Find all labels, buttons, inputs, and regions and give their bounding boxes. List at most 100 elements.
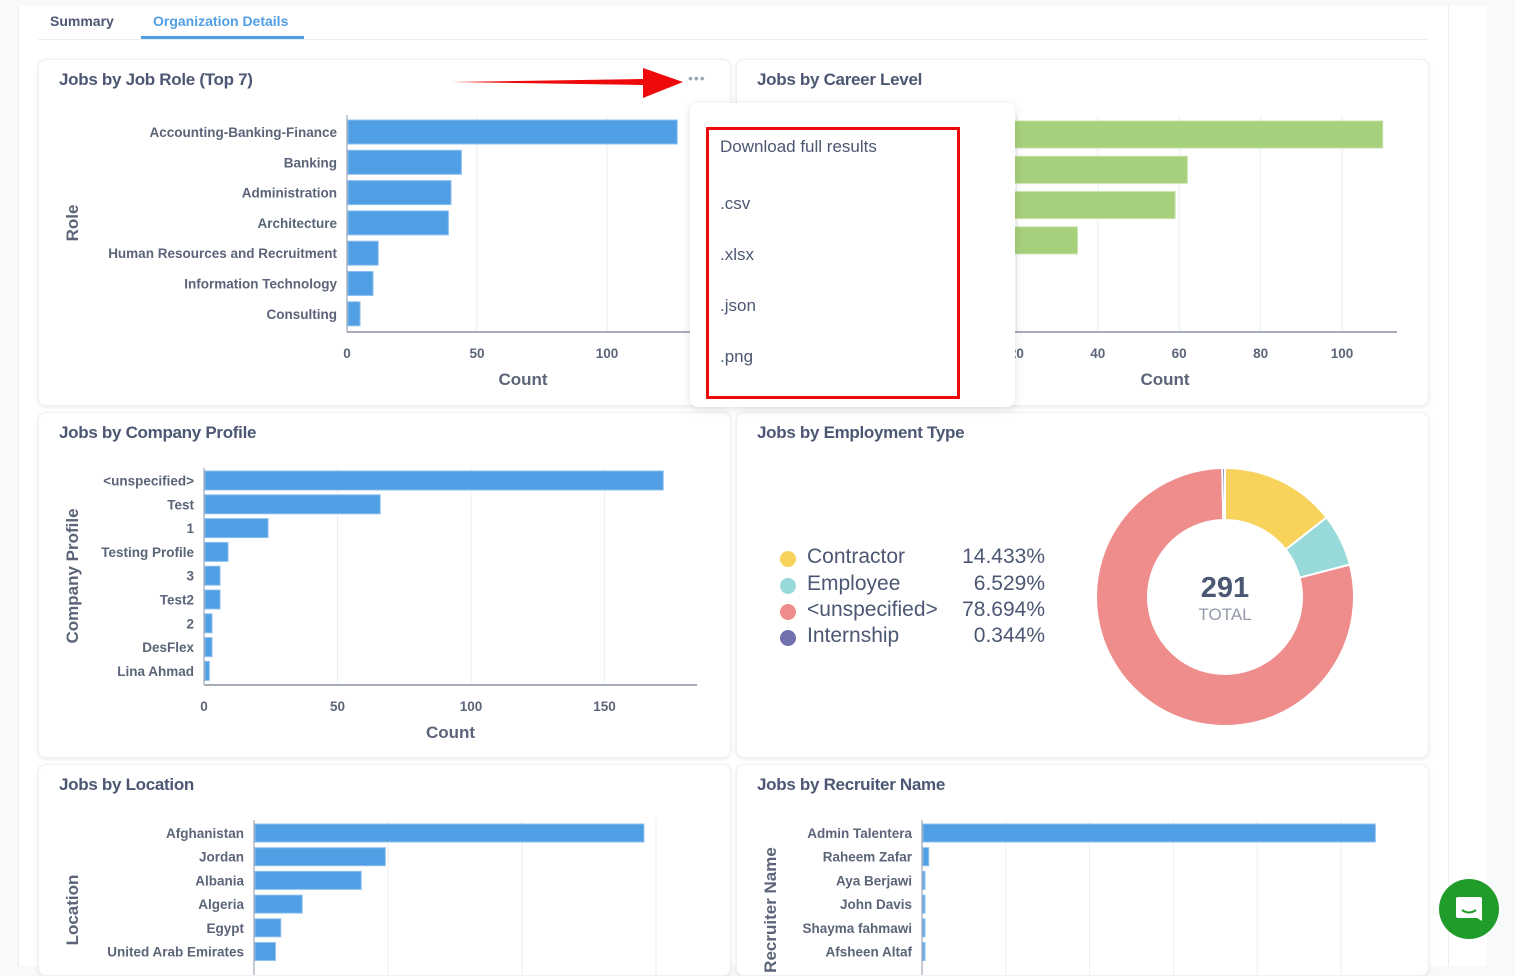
legend-label: <unspecified> [807, 598, 938, 621]
annotation-arrow-icon [451, 68, 683, 98]
donut-slice [1095, 467, 1355, 727]
legend-dot [780, 630, 796, 646]
tab-summary[interactable]: Summary [50, 13, 114, 29]
y-tick-label: United Arab Emirates [107, 945, 244, 960]
bar [347, 119, 678, 145]
bar [347, 271, 374, 296]
bar [204, 565, 221, 586]
donut-total-label: TOTAL [1198, 605, 1251, 624]
x-tick-label: 100 [596, 346, 619, 361]
card-title: Jobs by Company Profile [59, 423, 257, 442]
download-png-option[interactable]: .png [720, 347, 754, 366]
legend-item[interactable]: <unspecified> 78.694% [780, 598, 1045, 624]
bar [204, 470, 664, 491]
download-csv-option[interactable]: .csv [720, 194, 751, 213]
bar [347, 149, 462, 175]
y-tick-label: John Davis [840, 897, 912, 912]
legend-item[interactable]: Employee 6.529% [780, 572, 1045, 598]
x-axis-title: Count [498, 370, 547, 389]
bar [922, 894, 926, 914]
card-recruiter: Jobs by Recruiter Name Admin Talentera Ra… [736, 764, 1429, 976]
bar [204, 589, 221, 610]
y-tick-label: Jordan [199, 850, 244, 865]
y-tick-label: Admin Talentera [807, 826, 912, 841]
x-tick-label: 0 [343, 346, 351, 361]
y-tick-label: 1 [186, 521, 194, 536]
legend-dot [780, 578, 796, 594]
card-title: Jobs by Employment Type [757, 423, 965, 442]
bar [922, 918, 926, 938]
right-gutter [1449, 6, 1487, 966]
divider [1448, 6, 1449, 966]
bar [204, 613, 213, 634]
tab-organization-details[interactable]: Organization Details [153, 13, 289, 29]
card-title: Jobs by Job Role (Top 7) [59, 70, 253, 89]
active-tab-indicator [141, 36, 304, 39]
legend-item[interactable]: Contractor 14.433% [780, 545, 1045, 571]
legend-percent: 0.344% [973, 624, 1045, 647]
bar [254, 870, 362, 890]
card-title: Jobs by Location [59, 775, 194, 794]
legend-item[interactable]: Internship 0.344% [780, 624, 1045, 650]
legend-label: Contractor [807, 545, 906, 568]
legend-percent: 78.694% [962, 598, 1045, 621]
tab-bar: Summary Organization Details [38, 6, 1428, 40]
y-tick-label: Test2 [160, 593, 194, 608]
y-axis-title: Company Profile [63, 508, 82, 643]
x-axis-title: Count [426, 723, 475, 742]
x-tick-label: 100 [460, 699, 483, 714]
chart-location: Afghanistan Jordan Albania Algeria Egypt Unit… [63, 820, 657, 975]
y-axis-title: Recruiter Name [761, 847, 780, 973]
x-tick-label: 40 [1090, 346, 1105, 361]
download-xlsx-option[interactable]: .xlsx [720, 245, 754, 264]
x-tick-label: 100 [1331, 346, 1354, 361]
y-tick-label: Egypt [206, 921, 244, 936]
y-tick-label: Test [167, 497, 194, 512]
y-tick-label: Afsheen Altaf [825, 945, 912, 960]
download-menu-heading: Download full results [720, 137, 877, 156]
card-title: Jobs by Career Level [757, 70, 923, 89]
arrow-shape [451, 68, 683, 98]
bar [254, 918, 282, 938]
y-axis-title: Role [63, 205, 82, 242]
y-tick-label: Consulting [267, 307, 338, 322]
bar [204, 660, 210, 681]
card-employment-type: Jobs by Employment Type 291 TOTAL [736, 412, 1429, 758]
y-tick-label: Aya Berjawi [836, 873, 912, 888]
card-location: Jobs by Location Afghanistan Jordan Albani… [38, 764, 731, 976]
chat-button[interactable] [1439, 879, 1499, 939]
bar [254, 942, 276, 961]
legend-percent: 6.529% [973, 572, 1045, 595]
x-tick-label: 150 [593, 699, 616, 714]
y-tick-label: Lina Ahmad [117, 664, 194, 679]
bar [204, 518, 269, 539]
y-tick-label: Human Resources and Recruitment [108, 246, 337, 261]
y-tick-label: Afghanistan [166, 826, 244, 841]
y-tick-label: Administration [242, 186, 337, 201]
download-json-option[interactable]: .json [720, 296, 756, 315]
legend-label: Internship [807, 624, 900, 647]
y-axis-title: Location [63, 875, 82, 946]
y-tick-label: <unspecified> [103, 474, 194, 489]
bar [347, 180, 452, 206]
card-company-profile: Jobs by Company Profile 0 50 100 150 <unspec… [38, 412, 731, 758]
donut-total-value: 291 [1201, 572, 1249, 604]
bar [922, 942, 926, 961]
x-tick-label: 50 [469, 346, 484, 361]
bar [204, 494, 381, 515]
y-tick-label: Architecture [257, 216, 337, 231]
chart-job-role: 0 50 100 Accounting-Banking-Finance Banking A… [63, 115, 699, 389]
y-tick-label: Algeria [198, 897, 244, 912]
legend-label: Employee [807, 572, 901, 595]
bar [204, 637, 213, 658]
x-tick-label: 0 [200, 699, 208, 714]
y-tick-label: Shayma fahmawi [802, 921, 912, 936]
bar [254, 894, 303, 914]
legend-dot [780, 551, 796, 567]
y-tick-label: Banking [284, 155, 337, 170]
bar [347, 210, 449, 236]
x-axis-title: Count [1140, 370, 1189, 389]
bar [204, 541, 229, 562]
ellipsis-icon[interactable]: ••• [688, 70, 706, 86]
